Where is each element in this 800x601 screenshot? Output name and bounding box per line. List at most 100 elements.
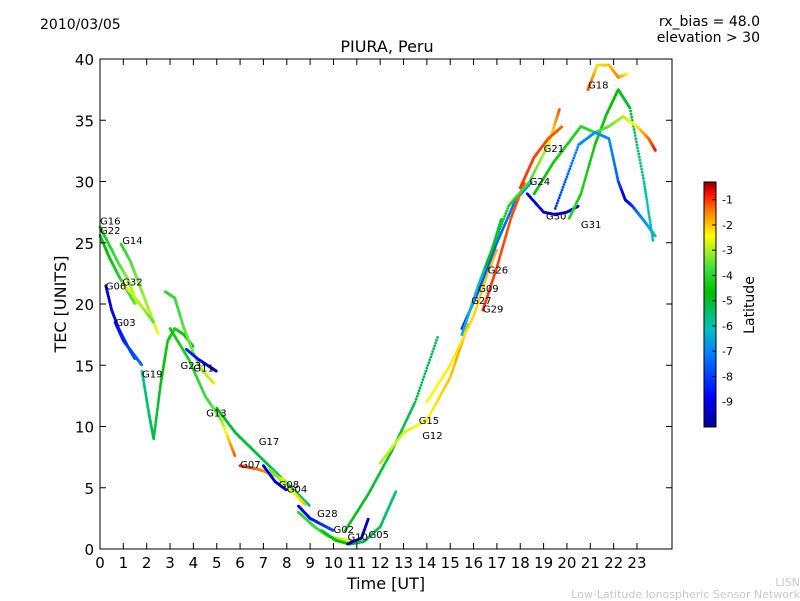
y-tick-label: 15 [75, 357, 94, 375]
series-g04-point [303, 502, 307, 506]
series-g15 [343, 336, 439, 533]
y-tick-label: 35 [75, 112, 94, 130]
x-tick-label: 7 [259, 554, 269, 572]
unlabeled-trace-2-point [570, 161, 574, 165]
rx-bias-label: rx_bias = 48.0 [658, 14, 760, 30]
colorbar [703, 181, 717, 428]
x-tick-label: 8 [282, 554, 292, 572]
series-label-g11: G11 [193, 363, 213, 374]
series-g31-point [639, 164, 643, 168]
series-label-g07: G07 [240, 460, 260, 471]
series-g19-point [153, 430, 156, 434]
series-g31-point [640, 170, 644, 174]
series-g24-point [488, 253, 492, 256]
series-label-g24: G24 [530, 177, 550, 188]
series-g31-point [632, 128, 636, 131]
unlabeled-trace-2-point [555, 201, 559, 205]
series-g30-point [576, 204, 580, 208]
series-g15-point [417, 389, 421, 393]
series-g31-point [630, 115, 634, 119]
series-label-g08: G08 [279, 480, 299, 491]
series-g12-point [452, 364, 456, 368]
series-g08 [262, 464, 288, 492]
series-g11-point [214, 369, 218, 373]
x-tick-label: 19 [534, 554, 553, 572]
series-g12-point [451, 369, 454, 373]
series-g19-point [157, 396, 161, 399]
series-g12-point [450, 371, 454, 375]
x-tick-label: 5 [212, 554, 222, 572]
series-g31-point [646, 208, 650, 211]
series-g31-point [647, 210, 651, 214]
series-g31-point [649, 223, 652, 227]
series-g13-point [233, 454, 237, 457]
date-label: 2010/03/05 [40, 17, 121, 33]
x-tick-label: 4 [189, 554, 199, 572]
series-g15-point [431, 350, 435, 353]
y-axis-label: TEC [UNITS] [51, 256, 70, 354]
series-g31-point [644, 192, 648, 196]
series-g12-point [454, 360, 458, 363]
series-g19-point [155, 409, 159, 413]
x-tick-label: 22 [604, 554, 623, 572]
series-g31-point [628, 106, 632, 110]
unlabeled-trace-2-point [553, 207, 557, 210]
unlabeled-trace-2-point [556, 199, 560, 202]
unlabeled-trace-2-point [557, 196, 561, 200]
series-g05-point [366, 517, 370, 521]
unlabeled-trace-2-point [558, 193, 562, 197]
series-g19-point [152, 432, 156, 436]
series-g12-point [455, 357, 458, 361]
x-tick-label: 18 [511, 554, 530, 572]
series-g32-point [151, 320, 155, 324]
y-tick-label: 10 [75, 419, 94, 437]
unlabeled-trace-2-point [560, 188, 564, 192]
series-g23-point [212, 381, 216, 385]
series-g19-point [155, 414, 159, 418]
x-tick-label: 17 [487, 554, 506, 572]
series-label-g29: G29 [483, 305, 503, 316]
unlabeled-trace-2 [553, 131, 657, 238]
series-g19-point [154, 423, 157, 427]
series-g19-point [154, 418, 158, 422]
x-tick-label: 16 [464, 554, 483, 572]
series-g15-point [421, 378, 425, 381]
series-g19 [140, 327, 195, 441]
series-g19-point [159, 384, 162, 388]
colorbar-tick-label: -8 [722, 370, 733, 383]
unlabeled-trace-2-point [565, 175, 569, 179]
series-g31-point [641, 173, 645, 177]
unlabeled-trace-2-point [559, 191, 563, 194]
x-tick-label: 6 [235, 554, 245, 572]
series-g31-point [635, 140, 638, 144]
series-g19-point [154, 421, 158, 425]
series-g15-point [429, 355, 433, 359]
x-tick-label: 11 [347, 554, 366, 572]
series-g31-point [642, 177, 645, 180]
x-tick-label: 23 [627, 554, 646, 572]
series-g12 [378, 323, 470, 465]
series-g31-point [638, 158, 642, 162]
series-g31-point [648, 218, 652, 222]
series-g13 [168, 327, 237, 457]
series-g12-point [456, 353, 460, 356]
series-g23 [163, 290, 216, 385]
series-g24-point [492, 242, 496, 246]
series-label-g12: G12 [422, 431, 442, 442]
series-g24-point [503, 214, 507, 218]
series-g28-point [331, 528, 335, 532]
series-g15-point [419, 383, 423, 387]
colorbar-label: Latitude [742, 276, 758, 334]
series-g24-point [495, 235, 499, 239]
series-g24-point [494, 237, 498, 241]
series-g19-point [158, 391, 161, 395]
colorbar-tick-label: -1 [722, 194, 733, 207]
series-label-g10: G10 [348, 532, 368, 543]
series-g12-point [455, 355, 459, 359]
unlabeled-trace-2-point [563, 180, 567, 184]
series-g26 [425, 248, 498, 404]
series-g31-point [637, 152, 641, 156]
series-label-g14: G14 [122, 236, 142, 247]
series-g19-point [152, 437, 156, 441]
